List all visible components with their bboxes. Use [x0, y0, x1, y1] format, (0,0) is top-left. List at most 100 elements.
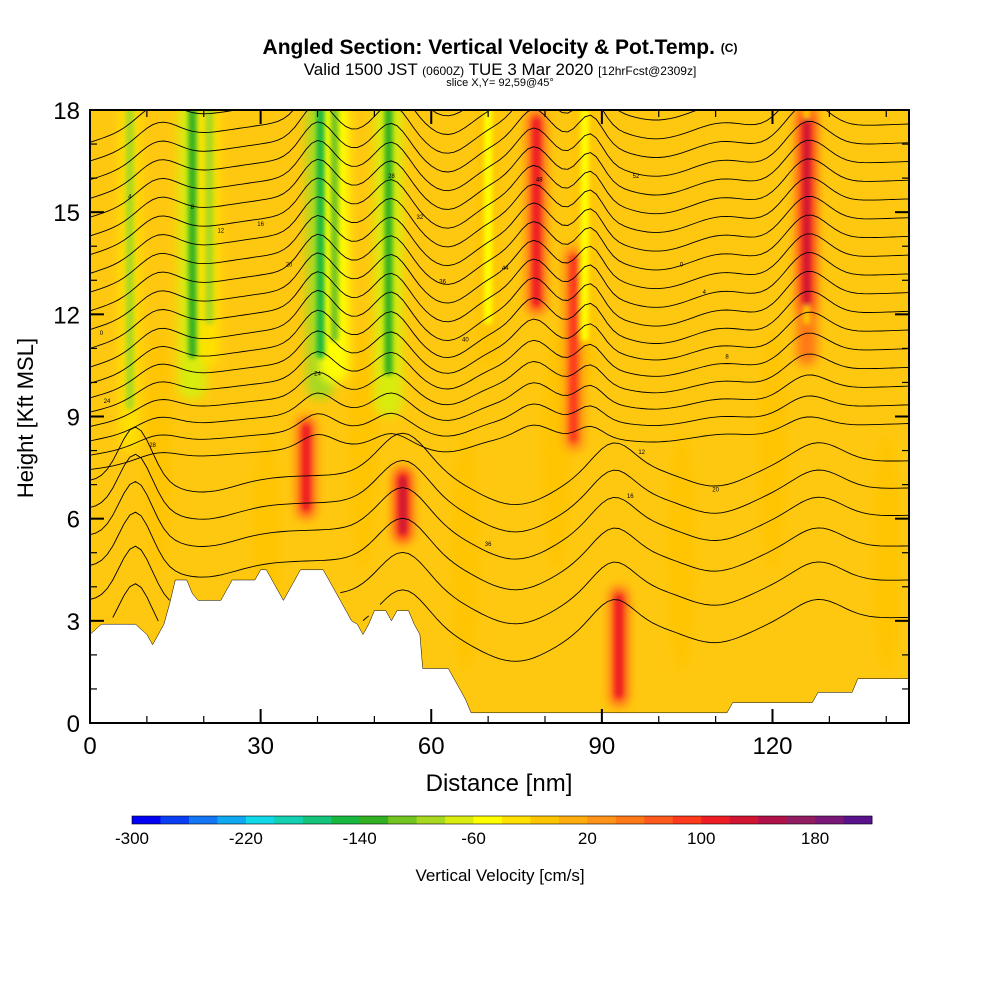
isentrope-label: 24 [314, 372, 321, 378]
colorbar-frame [131, 815, 873, 825]
isentrope-line [90, 252, 909, 349]
weak-updraft-band [667, 432, 696, 673]
y-axis-label: Height [Kft MSL] [13, 338, 38, 498]
colorbar-swatch [245, 816, 275, 824]
isentrope-line [90, 511, 909, 591]
colorbar-swatch [644, 816, 674, 824]
colorbar-swatch [331, 816, 361, 824]
colorbar-swatch [160, 816, 190, 824]
isentrope-label: 4 [128, 195, 132, 201]
colorbar-swatch [758, 816, 788, 824]
isentrope-line [90, 270, 909, 368]
isentrope-line [90, 374, 909, 442]
y-tick-label: 12 [53, 302, 80, 329]
isentrope-label: 44 [502, 266, 509, 272]
weak-updraft-band [144, 330, 173, 571]
isentrope-line [90, 395, 909, 456]
plot-area: 0481216202428323640444852048121620242832… [90, 110, 909, 723]
x-tick-label: 0 [83, 733, 96, 760]
isentrope-line [90, 233, 909, 331]
colorbar: -300 -220 -140 -60 20 100 180 [115, 815, 873, 848]
isentrope-label: 16 [627, 494, 634, 500]
x-tick-label: 60 [418, 733, 445, 760]
valid-time: Valid 1500 JST [303, 60, 418, 79]
isentrope-label: 28 [149, 443, 156, 449]
y-tick-label: 18 [53, 98, 80, 125]
isentrope-label: 20 [286, 263, 293, 269]
colorbar-tick-label: 180 [801, 829, 829, 848]
weak-updraft-band [872, 432, 901, 673]
isentrope-line [90, 139, 909, 237]
colorbar-swatch [815, 816, 844, 824]
isentrope-label: 0 [680, 263, 684, 269]
updraft-core [188, 110, 197, 359]
downdraft-core [302, 424, 311, 511]
colorbar-label: Vertical Velocity [cm/s] [415, 866, 584, 885]
colorbar-tick-label: -220 [229, 829, 263, 848]
updraft-core [316, 110, 325, 359]
colorbar-tick-label: -60 [461, 829, 486, 848]
colorbar-swatch [729, 816, 759, 824]
colorbar-swatch [416, 816, 446, 824]
isentrope-label: 36 [439, 280, 446, 286]
updraft-core [484, 110, 493, 325]
terrain [90, 569, 909, 723]
isentrope-label: 16 [257, 222, 264, 228]
updraft-core [580, 110, 589, 342]
isentrope-line [90, 121, 909, 218]
isentrope-label: 52 [633, 174, 640, 180]
colorbar-swatch [388, 816, 418, 824]
forecast-info: [12hrFcst@2309z] [598, 64, 697, 78]
isentrope-line [90, 214, 909, 312]
updraft-core [205, 110, 214, 325]
updraft-core [125, 110, 134, 410]
chart-title: Angled Section: Vertical Velocity & Pot.… [0, 36, 1000, 60]
colorbar-tick-label: 20 [578, 829, 597, 848]
y-tick-label: 6 [67, 507, 80, 534]
colorbar-swatch [274, 816, 304, 824]
isentrope-line [90, 480, 909, 560]
colorbar-tick-label: -140 [343, 829, 377, 848]
isentrope-label: 20 [712, 487, 719, 493]
colorbar-swatch [530, 816, 560, 824]
colorbar-swatch [558, 816, 588, 824]
isentrope-line [112, 583, 909, 662]
colorbar-swatch [473, 816, 503, 824]
colorbar-swatch [132, 816, 161, 824]
updraft-core [330, 110, 339, 342]
colorbar-swatch [786, 816, 816, 824]
isentrope-line [90, 332, 909, 413]
x-tick-label: 120 [752, 733, 792, 760]
isentrope-line [90, 110, 465, 143]
isentrope-line [90, 110, 699, 162]
colorbar-swatch [445, 816, 474, 824]
x-tick-label: 30 [247, 733, 274, 760]
isentrope-line [90, 545, 909, 625]
updraft-core [384, 110, 393, 376]
y-tick-label: 9 [67, 405, 80, 432]
valid-date: TUE 3 Mar 2020 [468, 60, 594, 79]
y-tick-label: 15 [53, 200, 80, 227]
colorbar-tick-label: -300 [115, 829, 149, 848]
isentrope-contours: 0481216202428323640444852048121620242832… [90, 110, 909, 662]
isentrope-line [90, 110, 909, 199]
chart-title-text: Angled Section: Vertical Velocity & Pot.… [262, 36, 715, 59]
downdraft-core [569, 254, 578, 443]
valid-zulu: (0600Z) [422, 64, 465, 78]
colorbar-swatch [587, 816, 617, 824]
x-tick-label: 90 [589, 733, 616, 760]
weak-updraft-band [758, 330, 787, 571]
isentrope-label: 48 [536, 178, 543, 184]
isentrope-label: 4 [703, 290, 707, 296]
weak-updraft-band [542, 330, 571, 571]
colorbar-swatch [217, 816, 247, 824]
isentrope-label: 12 [217, 229, 224, 235]
isentrope-label: 12 [638, 450, 645, 456]
isentrope-line [90, 177, 909, 274]
colorbar-swatch [502, 816, 531, 824]
colorbar-swatch [302, 816, 332, 824]
chart-title-tag: (C) [720, 41, 738, 55]
isentrope-line [90, 290, 909, 384]
isentrope-label: 8 [725, 355, 729, 361]
